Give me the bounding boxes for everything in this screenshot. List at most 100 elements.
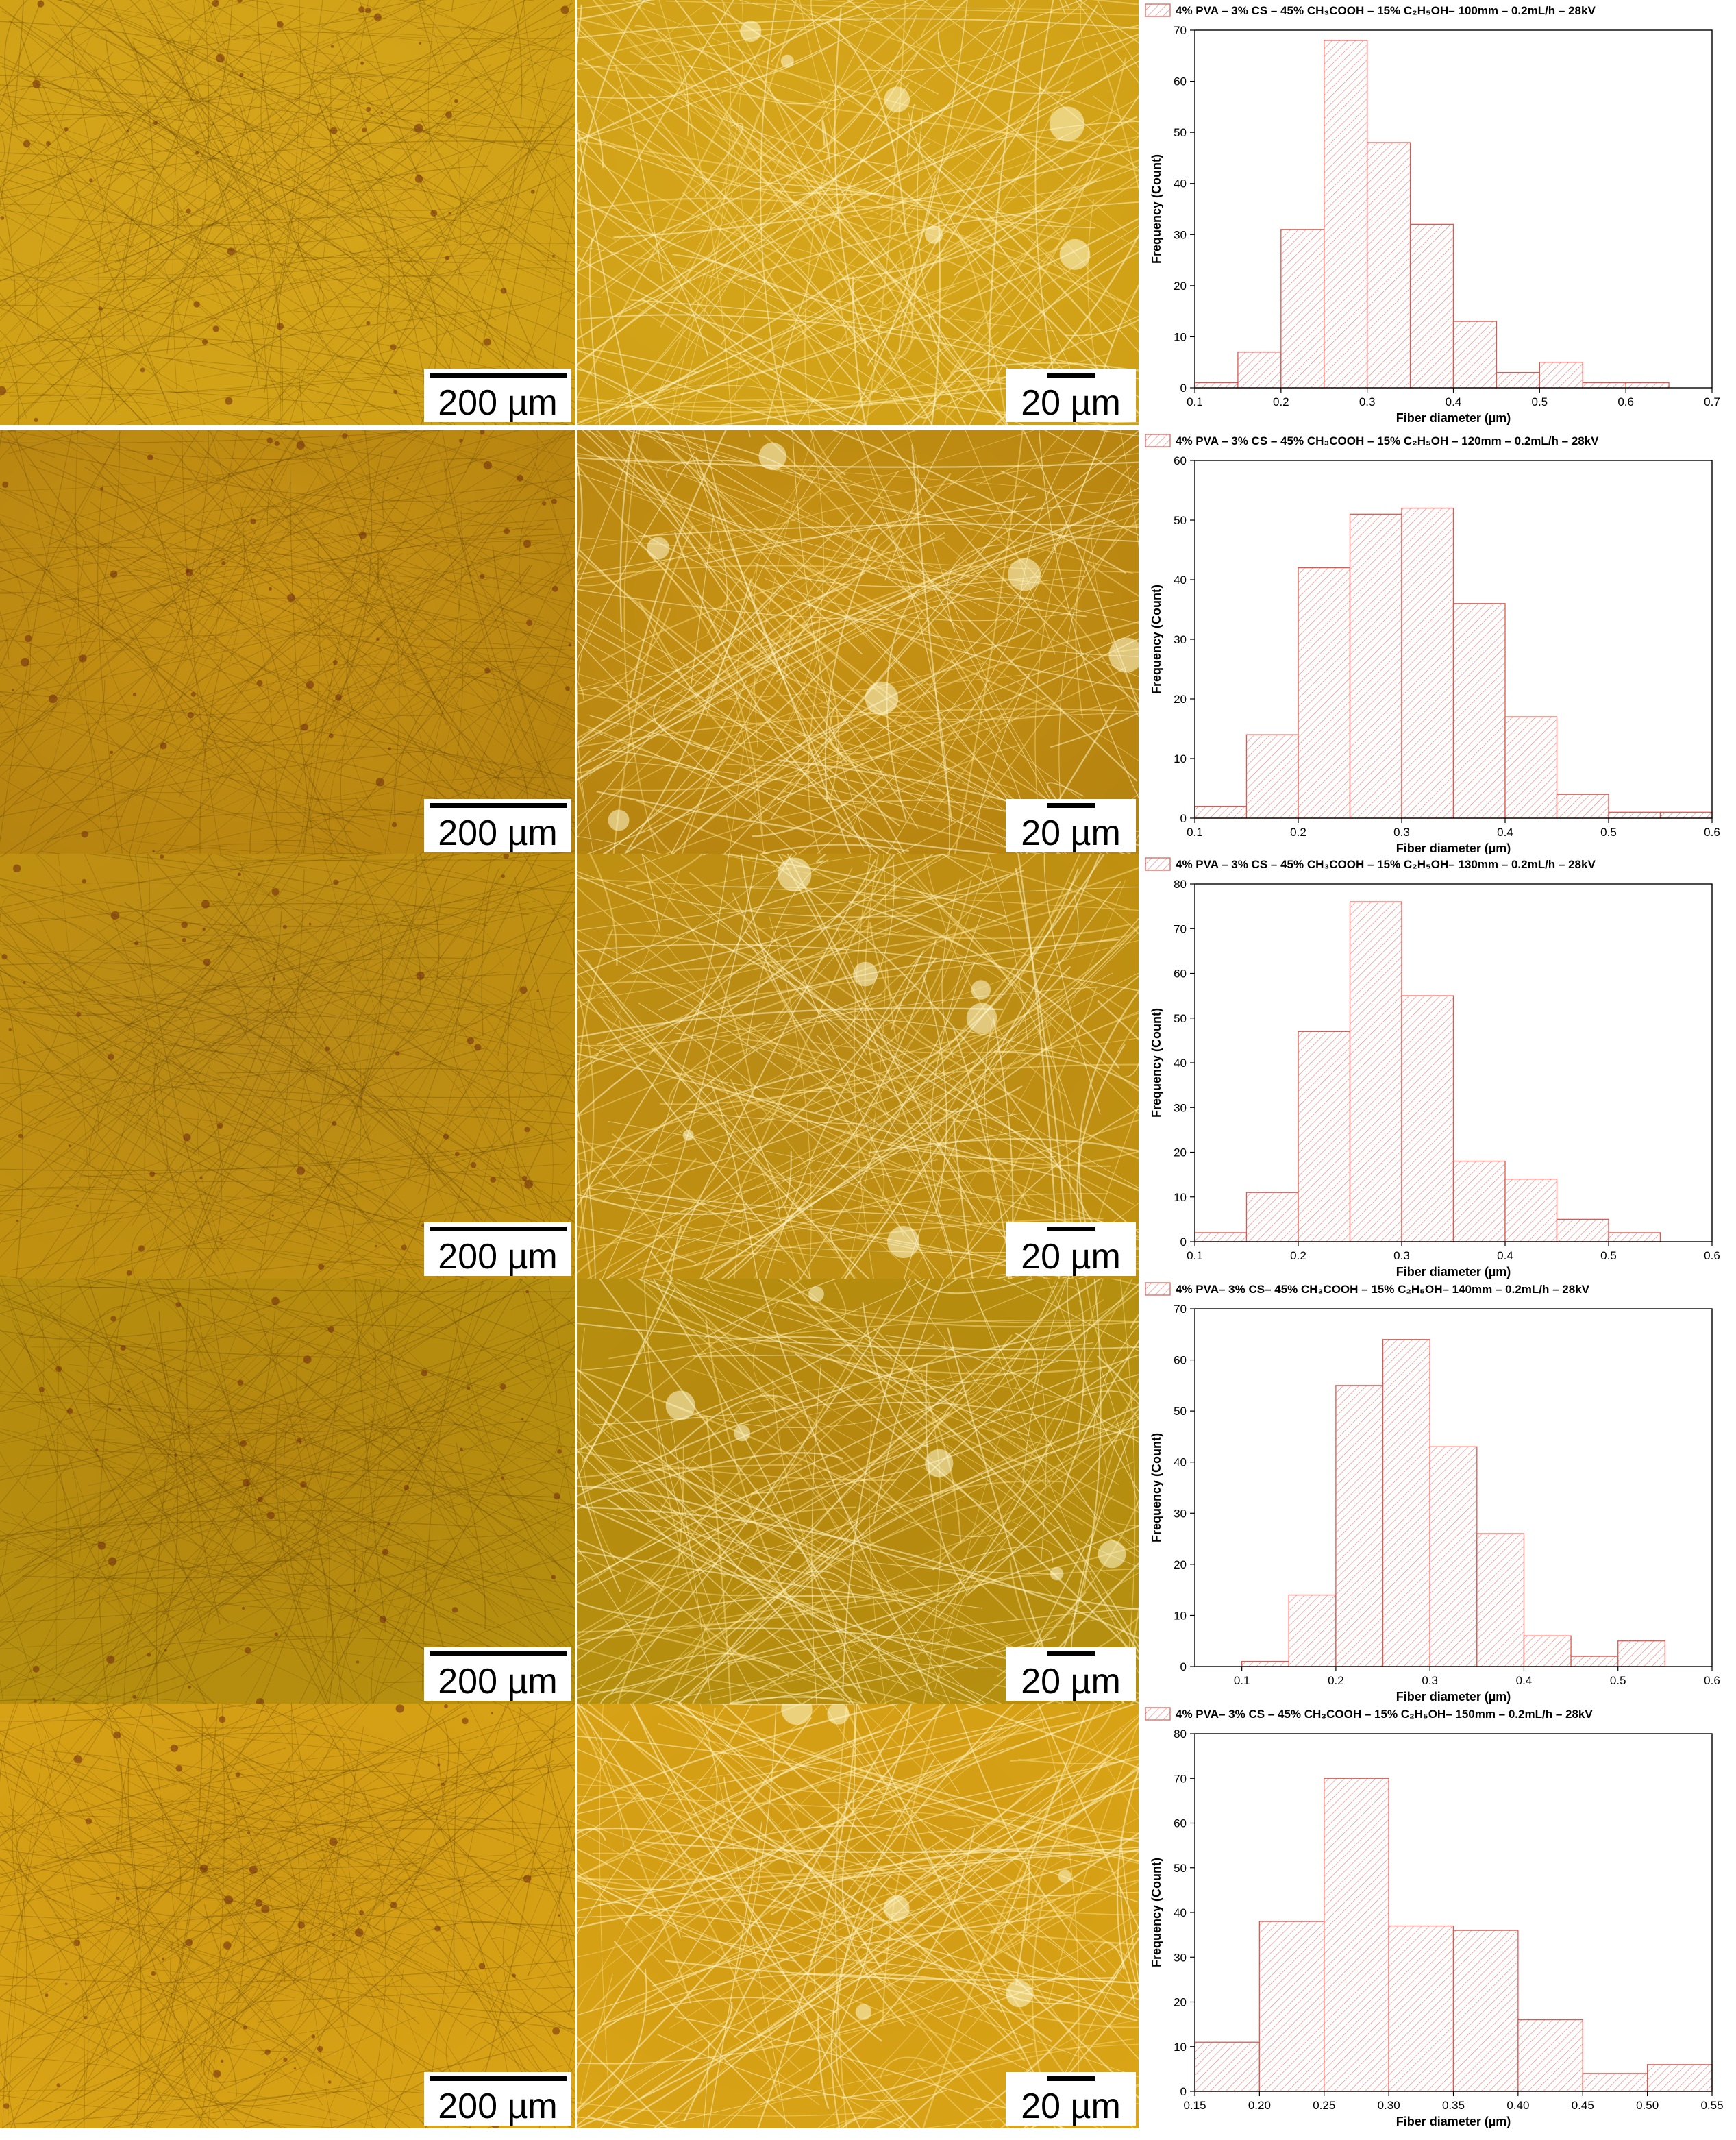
x-tick-label: 0.5: [1532, 395, 1548, 408]
histogram-bar: [1556, 1218, 1609, 1242]
x-tick-label: 0.6: [1617, 395, 1634, 408]
y-tick-label: 80: [1174, 1727, 1187, 1741]
x-tick-label: 0.7: [1704, 395, 1720, 408]
scale-bar: 200 µm: [424, 799, 571, 852]
x-tick-label: 0.25: [1313, 2099, 1335, 2112]
x-tick-label: 0.4: [1497, 1249, 1513, 1262]
histogram-bar: [1608, 811, 1661, 819]
fiber-texture-low-mag: [0, 854, 575, 1279]
x-tick-label: 0.3: [1393, 826, 1410, 839]
scale-bar-label: 200 µm: [438, 1662, 558, 1701]
fiber-texture-high-mag: [577, 854, 1139, 1279]
y-tick-label: 40: [1174, 574, 1187, 587]
x-tick-label: 0.20: [1248, 2099, 1271, 2112]
micrograph-high-mag: 20 µm: [577, 1279, 1139, 1704]
y-tick-label: 30: [1174, 1951, 1187, 1964]
micrograph-high-mag: 20 µm: [577, 430, 1139, 855]
scale-bar: 20 µm: [1006, 1222, 1136, 1276]
x-tick-label: 0.35: [1442, 2099, 1465, 2112]
legend-label: 4% PVA– 3% CS – 45% CH₃COOH – 15% C₂H₅OH…: [1176, 1708, 1593, 1721]
legend-swatch: [1145, 3, 1171, 17]
scale-bar: 200 µm: [424, 1222, 571, 1276]
histogram-bar: [1335, 1385, 1384, 1667]
scale-bar-line: [429, 373, 567, 378]
micrograph-high-mag: 20 µm: [577, 1704, 1139, 2128]
fiber-texture-high-mag: [577, 1704, 1139, 2128]
histogram-bar: [1617, 1640, 1666, 1667]
histogram-chart: 4% PVA – 3% CS – 45% CH₃COOH – 15% C₂H₅O…: [1140, 854, 1736, 1279]
legend: 4% PVA – 3% CS – 45% CH₃COOH – 15% C₂H₅O…: [1145, 3, 1596, 17]
figure-row: 200 µm 20 µm 4% PVA – 3% CS – 45% CH₃COOH …: [0, 0, 1736, 425]
y-tick-label: 10: [1174, 2041, 1187, 2054]
x-tick-label: 0.6: [1704, 1249, 1720, 1262]
y-tick-label: 30: [1174, 1507, 1187, 1520]
histogram-svg: 4% PVA– 3% CS– 45% CH₃COOH – 15% C₂H₅OH–…: [1145, 1282, 1720, 1704]
x-tick-label: 0.50: [1636, 2099, 1659, 2112]
y-tick-label: 50: [1174, 1012, 1187, 1025]
y-tick-label: 60: [1174, 1354, 1187, 1367]
scale-bar-line: [429, 1651, 567, 1656]
y-tick-label: 30: [1174, 633, 1187, 646]
x-axis-title: Fiber diameter (µm): [1396, 2115, 1511, 2128]
x-tick-label: 0.5: [1600, 1249, 1617, 1262]
legend-label: 4% PVA – 3% CS – 45% CH₃COOH – 15% C₂H₅O…: [1176, 4, 1596, 17]
scale-bar-line: [1047, 2076, 1095, 2081]
x-tick-label: 0.4: [1446, 395, 1462, 408]
scale-bar-label: 20 µm: [1021, 1237, 1121, 1277]
histogram-bar: [1409, 223, 1454, 389]
legend: 4% PVA – 3% CS – 45% CH₃COOH – 15% C₂H₅O…: [1145, 434, 1599, 447]
y-tick-label: 80: [1174, 878, 1187, 891]
scale-bar-label: 20 µm: [1021, 2087, 1121, 2126]
x-tick-label: 0.45: [1572, 2099, 1594, 2112]
x-tick-label: 0.3: [1422, 1674, 1438, 1687]
x-tick-label: 0.55: [1700, 2099, 1723, 2112]
scale-bar-label: 20 µm: [1021, 813, 1121, 853]
legend: 4% PVA – 3% CS – 45% CH₃COOH – 15% C₂H₅O…: [1145, 857, 1596, 871]
x-axis-title: Fiber diameter (µm): [1396, 1265, 1511, 1279]
histogram-bar: [1659, 811, 1713, 819]
histogram-bar: [1504, 1178, 1558, 1242]
micrograph-low-mag: 200 µm: [0, 1704, 575, 2128]
fiber-texture-low-mag: [0, 430, 575, 855]
x-tick-label: 0.5: [1600, 826, 1617, 839]
micrograph-high-mag: 20 µm: [577, 854, 1139, 1279]
histogram-bar: [1452, 603, 1506, 819]
x-tick-label: 0.6: [1704, 1674, 1720, 1687]
micrograph-high-mag: 20 µm: [577, 0, 1139, 425]
scale-bar-line: [429, 803, 567, 808]
histogram-bar: [1324, 1778, 1389, 2092]
scale-bar: 200 µm: [424, 369, 571, 422]
x-tick-label: 0.1: [1187, 826, 1203, 839]
histogram-bar: [1288, 1594, 1337, 1667]
scale-bar: 20 µm: [1006, 799, 1136, 852]
y-tick-label: 50: [1174, 126, 1187, 139]
y-tick-label: 30: [1174, 1101, 1187, 1114]
y-tick-label: 70: [1174, 24, 1187, 37]
y-tick-label: 10: [1174, 1609, 1187, 1622]
histogram-bar: [1245, 734, 1299, 819]
y-tick-label: 0: [1180, 1660, 1187, 1673]
x-axis-title: Fiber diameter (µm): [1396, 841, 1511, 855]
y-tick-label: 60: [1174, 75, 1187, 88]
x-tick-label: 0.1: [1234, 1674, 1250, 1687]
y-tick-label: 0: [1180, 812, 1187, 825]
y-tick-label: 70: [1174, 1303, 1187, 1316]
histogram-bar: [1608, 1232, 1661, 1242]
x-tick-label: 0.3: [1393, 1249, 1410, 1262]
histogram-bar: [1523, 1635, 1572, 1667]
x-tick-label: 0.3: [1359, 395, 1376, 408]
plot-frame: [1194, 1308, 1713, 1667]
scale-bar: 200 µm: [424, 1647, 571, 1701]
y-tick-label: 20: [1174, 693, 1187, 706]
x-axis-title: Fiber diameter (µm): [1396, 411, 1511, 425]
fiber-texture-low-mag: [0, 0, 575, 425]
y-axis-title: Frequency (Count): [1150, 585, 1163, 694]
y-tick-label: 70: [1174, 922, 1187, 935]
histogram-bar: [1452, 321, 1498, 389]
micrograph-low-mag: 200 µm: [0, 854, 575, 1279]
histogram-bar: [1504, 716, 1558, 819]
y-tick-label: 20: [1174, 1558, 1187, 1571]
histogram-bar: [1194, 1232, 1248, 1242]
scale-bar-label: 200 µm: [438, 1237, 558, 1277]
y-tick-label: 40: [1174, 1906, 1187, 1919]
